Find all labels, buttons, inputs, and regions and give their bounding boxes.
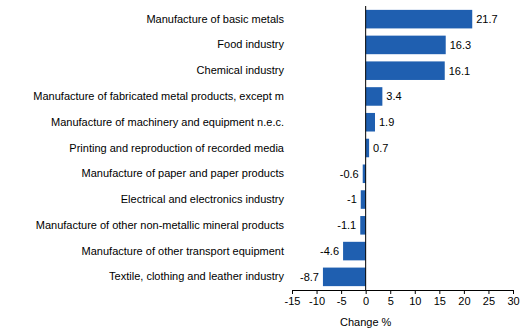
x-tick: 20 (458, 290, 470, 307)
x-tick-mark (415, 290, 416, 294)
y-tick: Textile, clothing and leather industry (109, 270, 292, 282)
x-tick-mark (439, 290, 440, 294)
y-tick: Manufacture of basic metals (146, 13, 292, 25)
x-axis-line (293, 291, 514, 295)
y-tick: Electrical and electronics industry (121, 193, 292, 205)
x-tick-label: 25 (483, 295, 495, 307)
category-label: Manufacture of fabricated metal products… (33, 90, 284, 102)
category-label: Textile, clothing and leather industry (109, 270, 284, 282)
x-axis: -15 -10 -5 0 5 10 15 20 25 30 (285, 290, 520, 307)
x-tick: 25 (483, 290, 495, 307)
category-label: Food industry (217, 38, 284, 50)
x-tick-label: 30 (507, 295, 519, 307)
x-tick: -15 (285, 290, 301, 307)
chart: Manufacture of basic metals Food industry… (0, 0, 529, 336)
category-label: Manufacture of other transport equipment (82, 245, 284, 257)
x-tick-label: -10 (309, 295, 325, 307)
bars (323, 10, 472, 286)
data-label: 0.7 (373, 142, 388, 154)
y-tick: Food industry (217, 38, 292, 50)
x-tick: 5 (388, 290, 394, 307)
x-tick-label: 15 (434, 295, 446, 307)
y-tick: Manufacture of other transport equipment (82, 245, 292, 257)
x-tick-mark (341, 290, 342, 294)
y-axis: Manufacture of basic metals Food industry… (33, 13, 292, 283)
y-tick: Printing and reproduction of recorded me… (69, 142, 292, 154)
category-label: Manufacture of machinery and equipment n… (51, 116, 284, 128)
x-tick: 10 (409, 290, 421, 307)
data-labels: 21.7 16.3 16.1 3.4 1.9 0.7 -0.6 -1 -1.1 -4.6 -8.7 (300, 13, 498, 283)
category-label: Printing and reproduction of recorded me… (69, 142, 285, 154)
data-label: -0.6 (340, 168, 359, 180)
x-tick-mark (390, 290, 391, 294)
bar (323, 268, 366, 287)
x-axis-title: Change % (340, 316, 392, 328)
bar (366, 61, 445, 80)
y-tick: Manufacture of paper and paper products (82, 167, 292, 179)
bar (360, 216, 365, 235)
category-label: Manufacture of other non-metallic minera… (36, 219, 285, 231)
bar (366, 113, 375, 132)
x-tick: -10 (309, 290, 325, 307)
x-tick: 15 (434, 290, 446, 307)
bar (366, 36, 446, 55)
x-tick-label: 20 (458, 295, 470, 307)
x-tick-label: -15 (285, 295, 301, 307)
data-label: 16.1 (449, 65, 470, 77)
bar (366, 87, 383, 106)
x-tick-mark (317, 290, 318, 294)
x-tick: -5 (337, 290, 347, 307)
data-label: -1 (347, 193, 357, 205)
category-label: Manufacture of paper and paper products (82, 167, 285, 179)
data-label: 1.9 (379, 116, 394, 128)
y-tick: Chemical industry (197, 64, 292, 76)
bar (343, 242, 366, 261)
plot: Manufacture of basic metals Food industry… (33, 6, 519, 307)
x-tick-mark (488, 290, 489, 294)
data-label: 3.4 (386, 90, 401, 102)
data-label: -1.1 (337, 219, 356, 231)
x-tick-label: 5 (388, 295, 394, 307)
data-label: -4.6 (320, 245, 339, 257)
zero-line (365, 6, 366, 290)
bar (366, 139, 369, 158)
x-tick-label: -5 (337, 295, 347, 307)
x-tick-mark (513, 290, 514, 294)
data-label: -8.7 (300, 271, 319, 283)
x-tick: 0 (363, 290, 369, 307)
y-tick: Manufacture of machinery and equipment n… (51, 116, 292, 128)
y-tick: Manufacture of fabricated metal products… (33, 90, 292, 102)
data-label: 21.7 (476, 13, 497, 25)
x-tick-mark (464, 290, 465, 294)
x-tick: 30 (507, 290, 519, 307)
category-label: Electrical and electronics industry (121, 193, 285, 205)
y-tick: Manufacture of other non-metallic minera… (36, 219, 292, 231)
x-tick-label: 10 (409, 295, 421, 307)
bar (366, 10, 473, 29)
x-tick-mark (292, 290, 293, 294)
x-tick-label: 0 (363, 295, 369, 307)
data-label: 16.3 (450, 39, 471, 51)
bar (361, 190, 366, 209)
category-label: Chemical industry (197, 64, 285, 76)
category-label: Manufacture of basic metals (146, 13, 284, 25)
x-tick-mark (366, 290, 367, 294)
